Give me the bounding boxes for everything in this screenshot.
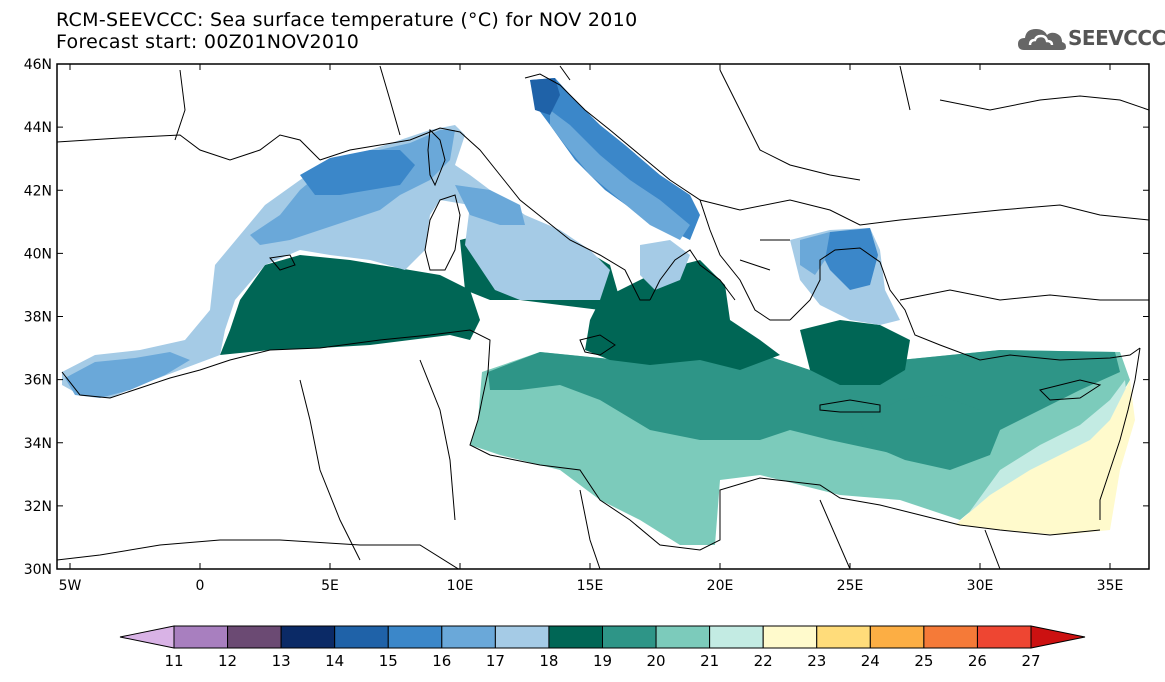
logo-text: SEEVCCC bbox=[1068, 26, 1165, 50]
lon-tick-label: 20E bbox=[707, 578, 734, 594]
colorbar: 11 12 13 14 15 16 17 18 19 20 21 22 23 24 25 26 27 bbox=[119, 625, 1086, 670]
lat-tick-label: 40N bbox=[24, 246, 52, 262]
sst-zone-17-alboran bbox=[65, 352, 190, 398]
lon-tick-label: 30E bbox=[967, 578, 994, 594]
sst-zone-19-aegean bbox=[800, 320, 910, 385]
colorbar-label: 20 bbox=[647, 652, 666, 670]
colorbar-swatch bbox=[923, 625, 978, 649]
sst-zone-17-adriatic bbox=[550, 110, 690, 240]
lon-tick-label: 25E bbox=[837, 578, 864, 594]
sst-zone-18-adriatic bbox=[640, 240, 690, 290]
colorbar-swatch bbox=[494, 625, 550, 649]
seevccc-logo: SEEVCCC bbox=[1016, 20, 1165, 60]
colorbar-swatch bbox=[869, 625, 925, 649]
colorbar-label: 19 bbox=[593, 652, 612, 670]
sst-zone-17-aegean bbox=[800, 232, 830, 275]
colorbar-label: 13 bbox=[272, 652, 291, 670]
coastlines bbox=[57, 65, 1149, 569]
lat-tick-label: 36N bbox=[24, 373, 52, 389]
colorbar-swatch bbox=[227, 625, 282, 649]
lat-tick-label: 32N bbox=[24, 499, 52, 515]
lon-tick-label: 10E bbox=[447, 578, 474, 594]
lon-tick-label: 0 bbox=[196, 578, 205, 594]
lat-tick-label: 42N bbox=[24, 183, 52, 199]
colorbar-min-arrow bbox=[119, 625, 175, 649]
colorbar-label: 17 bbox=[486, 652, 505, 670]
lon-tick-label: 35E bbox=[1097, 578, 1124, 594]
lat-tick-label: 38N bbox=[24, 310, 52, 326]
colorbar-swatch bbox=[762, 625, 818, 649]
colorbar-swatch bbox=[387, 625, 443, 649]
colorbar-swatch bbox=[548, 625, 603, 649]
lon-tick-label: 15E bbox=[577, 578, 604, 594]
colorbar-label: 16 bbox=[432, 652, 451, 670]
colorbar-label: 11 bbox=[164, 652, 183, 670]
lat-tick-label: 46N bbox=[24, 57, 52, 73]
colorbar-swatch bbox=[816, 625, 871, 649]
colorbar-label: 15 bbox=[379, 652, 398, 670]
cloud-icon bbox=[1018, 29, 1066, 50]
sst-zone-16-lion bbox=[300, 150, 415, 195]
colorbar-label: 23 bbox=[807, 652, 826, 670]
lon-tick-label: 5W bbox=[59, 578, 82, 594]
colorbar-swatch bbox=[709, 625, 764, 649]
sst-field bbox=[62, 78, 1135, 545]
colorbar-label: 24 bbox=[861, 652, 880, 670]
lat-tick-label: 30N bbox=[24, 562, 52, 578]
map-title: RCM-SEEVCCC: Sea surface temperature (°C… bbox=[56, 9, 638, 31]
colorbar-max-arrow bbox=[1030, 625, 1086, 649]
colorbar-label: 14 bbox=[325, 652, 344, 670]
colorbar-swatch bbox=[976, 625, 1032, 649]
colorbar-label: 25 bbox=[914, 652, 933, 670]
sst-zone-20b bbox=[860, 395, 1000, 470]
lat-tick-label: 44N bbox=[24, 120, 52, 136]
colorbar-label: 22 bbox=[754, 652, 773, 670]
colorbar-swatch bbox=[280, 625, 336, 649]
lat-tick-label: 34N bbox=[24, 436, 52, 452]
colorbar-swatch bbox=[441, 625, 496, 649]
latitude-axis: 30N 32N 34N 36N 38N 40N 42N 44N 46N bbox=[24, 57, 1149, 578]
sst-zone-23 bbox=[955, 380, 1135, 535]
colorbar-swatch bbox=[602, 625, 657, 649]
sst-zone-15-adriatic bbox=[530, 78, 560, 115]
forecast-start: Forecast start: 00Z01NOV2010 bbox=[56, 31, 360, 53]
longitude-axis: 5W 0 5E 10E 15E 20E 25E 30E 35E bbox=[59, 64, 1124, 594]
colorbar-label: 18 bbox=[539, 652, 558, 670]
colorbar-label: 12 bbox=[218, 652, 237, 670]
sst-zone-19-west bbox=[220, 255, 480, 355]
colorbar-label: 26 bbox=[968, 652, 987, 670]
colorbar-swatch bbox=[655, 625, 711, 649]
sst-zone-16-aegean bbox=[820, 228, 878, 290]
colorbar-label: 27 bbox=[1021, 652, 1040, 670]
colorbar-swatch bbox=[334, 625, 389, 649]
sst-zone-17-tyrr bbox=[455, 185, 525, 225]
lon-tick-label: 5E bbox=[321, 578, 339, 594]
colorbar-label: 21 bbox=[700, 652, 719, 670]
colorbar-swatch bbox=[173, 625, 229, 649]
